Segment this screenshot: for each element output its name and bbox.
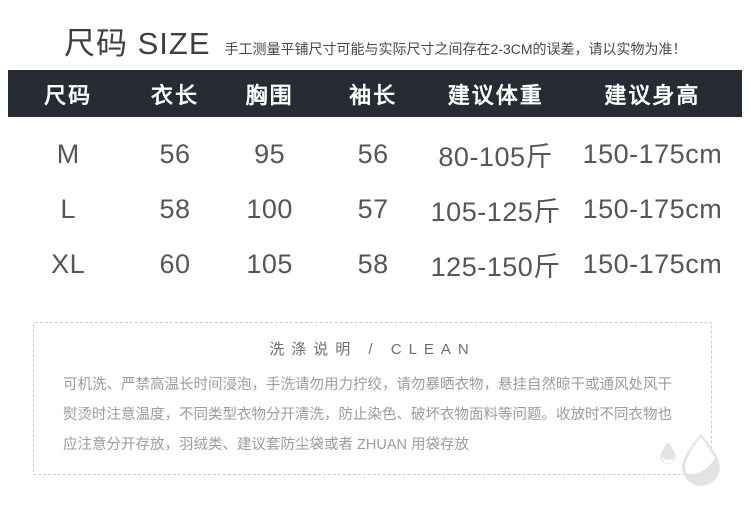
page-header: 尺码 SIZE 手工测量平铺尺寸可能与实际尺寸之间存在2-3CM的误差，请以实物…	[64, 18, 687, 63]
size-label: L	[60, 194, 76, 224]
table-row-m: M 56 95 56 80-105斤 150-175cm	[8, 127, 742, 182]
size-table-body: M 56 95 56 80-105斤 150-175cm L 58 100 57…	[8, 117, 742, 292]
col-header-length: 衣长	[150, 82, 199, 108]
sleeve-value: 56	[357, 139, 389, 169]
col-header-sleeve: 袖长	[349, 82, 398, 108]
sleeve-value: 57	[357, 194, 389, 224]
table-row-xl: XL 60 105 58 125-150斤 150-175cm	[8, 237, 742, 292]
weight-value: 80-105斤	[438, 142, 553, 172]
weight-value: 105-125斤	[430, 197, 561, 227]
col-header-height: 建议身高	[604, 82, 701, 108]
size-label: XL	[51, 249, 86, 279]
wash-line: 应注意分开存放，羽绒类、建议套防尘袋或者 ZHUAN 用袋存放	[63, 437, 469, 453]
sleeve-value: 58	[357, 249, 389, 279]
wash-instructions-text: 可机洗、严禁高温长时间浸泡，手洗请勿用力拧绞，请勿暴晒衣物，悬挂自然晾干或通风处…	[63, 370, 711, 460]
page-title: 尺码 SIZE	[64, 26, 211, 61]
wash-instructions-title: 洗涤说明 / CLEAN	[269, 341, 476, 358]
water-drop-icon	[652, 428, 738, 498]
wash-line: 熨烫时注意温度，不同类型衣物分开清洗，防止染色、破坏衣物面料等问题。收放时不同衣…	[63, 407, 672, 423]
height-value: 150-175cm	[582, 139, 723, 169]
bust-value: 105	[246, 249, 293, 279]
wash-line: 可机洗、严禁高温长时间浸泡，手洗请勿用力拧绞，请勿暴晒衣物，悬挂自然晾干或通风处…	[63, 377, 672, 393]
table-row-l: L 58 100 57 105-125斤 150-175cm	[8, 182, 742, 237]
page-subtitle: 手工测量平铺尺寸可能与实际尺寸之间存在2-3CM的误差，请以实物为准！	[224, 41, 687, 57]
height-value: 150-175cm	[582, 249, 723, 279]
wash-instructions-box: 洗涤说明 / CLEAN 可机洗、严禁高温长时间浸泡，手洗请勿用力拧绞，请勿暴晒…	[33, 322, 712, 475]
size-label: M	[56, 139, 80, 169]
col-header-bust: 胸围	[245, 82, 294, 108]
length-value: 60	[159, 249, 191, 279]
col-header-size: 尺码	[44, 82, 93, 108]
weight-value: 125-150斤	[430, 252, 561, 282]
col-header-weight: 建议体重	[447, 82, 544, 108]
bust-value: 100	[246, 194, 293, 224]
length-value: 56	[159, 139, 191, 169]
length-value: 58	[159, 194, 191, 224]
height-value: 150-175cm	[582, 194, 723, 224]
size-table-header: 尺码 衣长 胸围 袖长 建议体重 建议身高	[8, 70, 742, 117]
bust-value: 95	[254, 139, 286, 169]
